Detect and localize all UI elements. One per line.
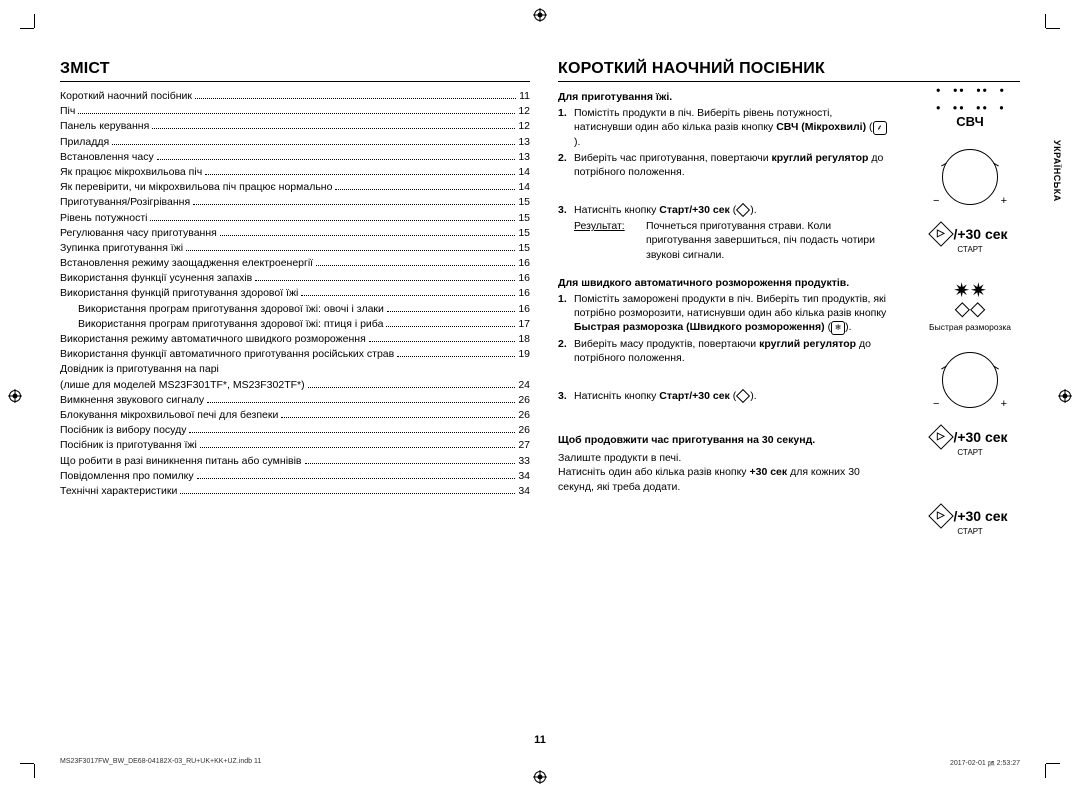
- toc-item: Зупинка приготування їжі15: [60, 242, 530, 254]
- registration-mark-bottom: [533, 770, 547, 784]
- s2-step2b: круглий регулятор: [759, 338, 856, 350]
- registration-mark-left: [8, 389, 22, 403]
- microwave-inline-icon: ⸙: [873, 121, 887, 135]
- toc-column: ЗМІСТ Короткий наочний посібник11 Піч12 Па…: [60, 60, 530, 710]
- s3-line1: Залиште продукти в печі.: [558, 451, 888, 465]
- dial-icon-2: −+: [924, 352, 1016, 408]
- s1-step3b: Старт/+30 сек: [659, 204, 730, 216]
- guide-body: Для приготування їжі. 1.Помістіть продук…: [558, 90, 888, 494]
- result-text: Почнеться приготування страви. Коли приг…: [646, 219, 888, 262]
- toc-item: Приладдя13: [60, 136, 530, 148]
- s2-step1b: Быстрая разморозка (Швидкого розмороженн…: [574, 321, 825, 333]
- page-number: 11: [534, 734, 546, 746]
- toc-item: Використання режиму автоматичного швидко…: [60, 333, 530, 345]
- footer: MS23F3017FW_BW_DE68-04182X-03_RU+UK+KK+U…: [60, 758, 1020, 768]
- start-inline-icon: [736, 203, 750, 217]
- s1-step2b: круглий регулятор: [772, 152, 869, 164]
- s1-step2a: Виберіть час приготування, повертаючи: [574, 152, 772, 164]
- guide-column: КОРОТКИЙ НАОЧНИЙ ПОСІБНИК Для приготуван…: [558, 60, 1020, 710]
- registration-mark-top: [533, 8, 547, 22]
- toc-item: Блокування мікрохвильової печі для безпе…: [60, 409, 530, 421]
- toc-item: Використання функцій приготування здоров…: [60, 287, 530, 299]
- s2-step3a: Натисніть кнопку: [574, 390, 659, 402]
- start30-icon-2: ▷/+30 сек СТАРТ: [924, 428, 1016, 457]
- toc-item: Довідник із приготування на парі: [60, 363, 530, 375]
- footer-timestamp: 2017-02-01 ㏘ 2:53:27: [950, 758, 1020, 768]
- toc-item: Рівень потужності15: [60, 212, 530, 224]
- toc-item: (лише для моделей MS23F301TF*, MS23F302T…: [60, 379, 530, 391]
- toc-item: Посібник із вибору посуду26: [60, 424, 530, 436]
- toc-item: Вимкнення звукового сигналу26: [60, 394, 530, 406]
- dial-icon: −+: [924, 149, 1016, 205]
- crop-mark: [1024, 28, 1046, 50]
- toc-item: Регулювання часу приготування15: [60, 227, 530, 239]
- crop-mark: [34, 28, 56, 50]
- s2-step2a: Виберіть масу продуктів, повертаючи: [574, 338, 759, 350]
- toc-item: Короткий наочний посібник11: [60, 90, 530, 102]
- toc-item: Використання функції усунення запахів16: [60, 272, 530, 284]
- toc-item: Встановлення часу13: [60, 151, 530, 163]
- toc-item: Як перевірити, чи мікрохвильова піч прац…: [60, 181, 530, 193]
- section1-title: Для приготування їжі.: [558, 91, 672, 103]
- toc-item: Встановлення режиму заощадження електрое…: [60, 257, 530, 269]
- language-tab: УКРАЇНСЬКА: [1052, 140, 1062, 202]
- toc-item: Технічні характеристики34: [60, 485, 530, 497]
- s1-step1-button: СВЧ (Мікрохвилі): [776, 121, 866, 133]
- toc-heading: ЗМІСТ: [60, 60, 530, 82]
- icon-column: ⸬⸬⸬ СВЧ −+ ▷/+30 сек СТАРТ ✷✷◇◇ Быстрая …: [920, 86, 1020, 536]
- registration-mark-right: [1058, 389, 1072, 403]
- crop-mark: [1024, 742, 1046, 764]
- toc-item: Що робити в разі виникнення питань або с…: [60, 455, 530, 467]
- crop-mark: [34, 742, 56, 764]
- toc-item: Панель керування12: [60, 120, 530, 132]
- section2-title: Для швидкого автоматичного розмороження …: [558, 277, 849, 289]
- s1-step3a: Натисніть кнопку: [574, 204, 659, 216]
- section3-title: Щоб продовжити час приготування на 30 се…: [558, 434, 815, 446]
- toc-item: Використання функції автоматичного приго…: [60, 348, 530, 360]
- defrost-inline-icon: ❄: [831, 321, 845, 335]
- footer-filename: MS23F3017FW_BW_DE68-04182X-03_RU+UK+KK+U…: [60, 758, 261, 768]
- toc-list: Короткий наочний посібник11 Піч12 Панель к…: [60, 90, 530, 497]
- start-inline-icon: [736, 389, 750, 403]
- toc-item: Піч12: [60, 105, 530, 117]
- toc-item: Приготування/Розігрівання15: [60, 196, 530, 208]
- s2-step1: Помістіть заморожені продукти в піч. Виб…: [574, 293, 886, 319]
- s2-step3b: Старт/+30 сек: [659, 390, 730, 402]
- toc-item: Використання програм приготування здоров…: [60, 318, 530, 330]
- start30-icon: ▷/+30 сек СТАРТ: [924, 225, 1016, 254]
- toc-item: Як працює мікрохвильова піч14: [60, 166, 530, 178]
- guide-heading: КОРОТКИЙ НАОЧНИЙ ПОСІБНИК: [558, 60, 1020, 82]
- toc-item: Посібник із приготування їжі27: [60, 439, 530, 451]
- toc-item: Використання програм приготування здоров…: [60, 303, 530, 315]
- result-label: Результат:: [574, 219, 646, 262]
- defrost-icon: ✷✷◇◇ Быстрая разморозка: [924, 282, 1016, 332]
- microwave-icon: ⸬⸬⸬ СВЧ: [924, 86, 1016, 129]
- toc-item: Повідомлення про помилку34: [60, 470, 530, 482]
- start30-icon-3: ▷/+30 сек СТАРТ: [924, 507, 1016, 536]
- s3-line2: Натисніть один або кілька разів кнопку +…: [558, 465, 888, 493]
